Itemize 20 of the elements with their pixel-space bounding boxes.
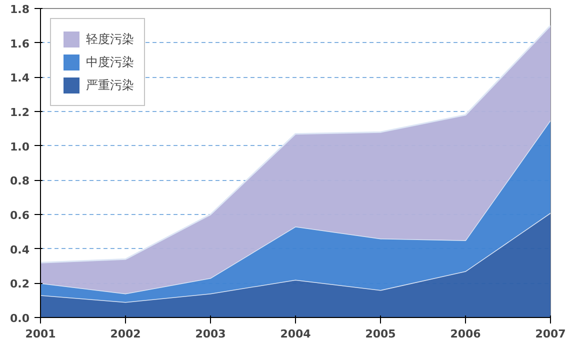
legend-label: 严重污染 [86,76,134,94]
x-tick-label: 2002 [110,328,141,340]
x-tick-label: 2007 [535,328,566,340]
legend-label: 轻度污染 [86,30,134,48]
x-tick-label: 2001 [25,328,56,340]
y-tick-label: 1.0 [10,140,30,154]
y-tick-label: 0.0 [10,312,30,325]
y-tick-label: 0.2 [10,278,30,291]
y-tick-label: 1.4 [10,72,30,85]
legend-label: 中度污染 [86,54,134,70]
y-tick-label: 1.2 [10,106,30,119]
y-tick-label: 1.6 [10,37,30,50]
y-tick-label: 0.4 [10,243,30,256]
x-tick-label: 2006 [450,328,482,340]
x-tick-label: 2003 [195,328,226,340]
x-tick-label: 2004 [280,328,312,340]
y-tick-label: 0.8 [10,174,30,188]
x-tick-label: 2005 [365,328,396,340]
y-tick-label: 1.8 [10,3,30,16]
y-tick-label: 0.6 [10,209,30,222]
